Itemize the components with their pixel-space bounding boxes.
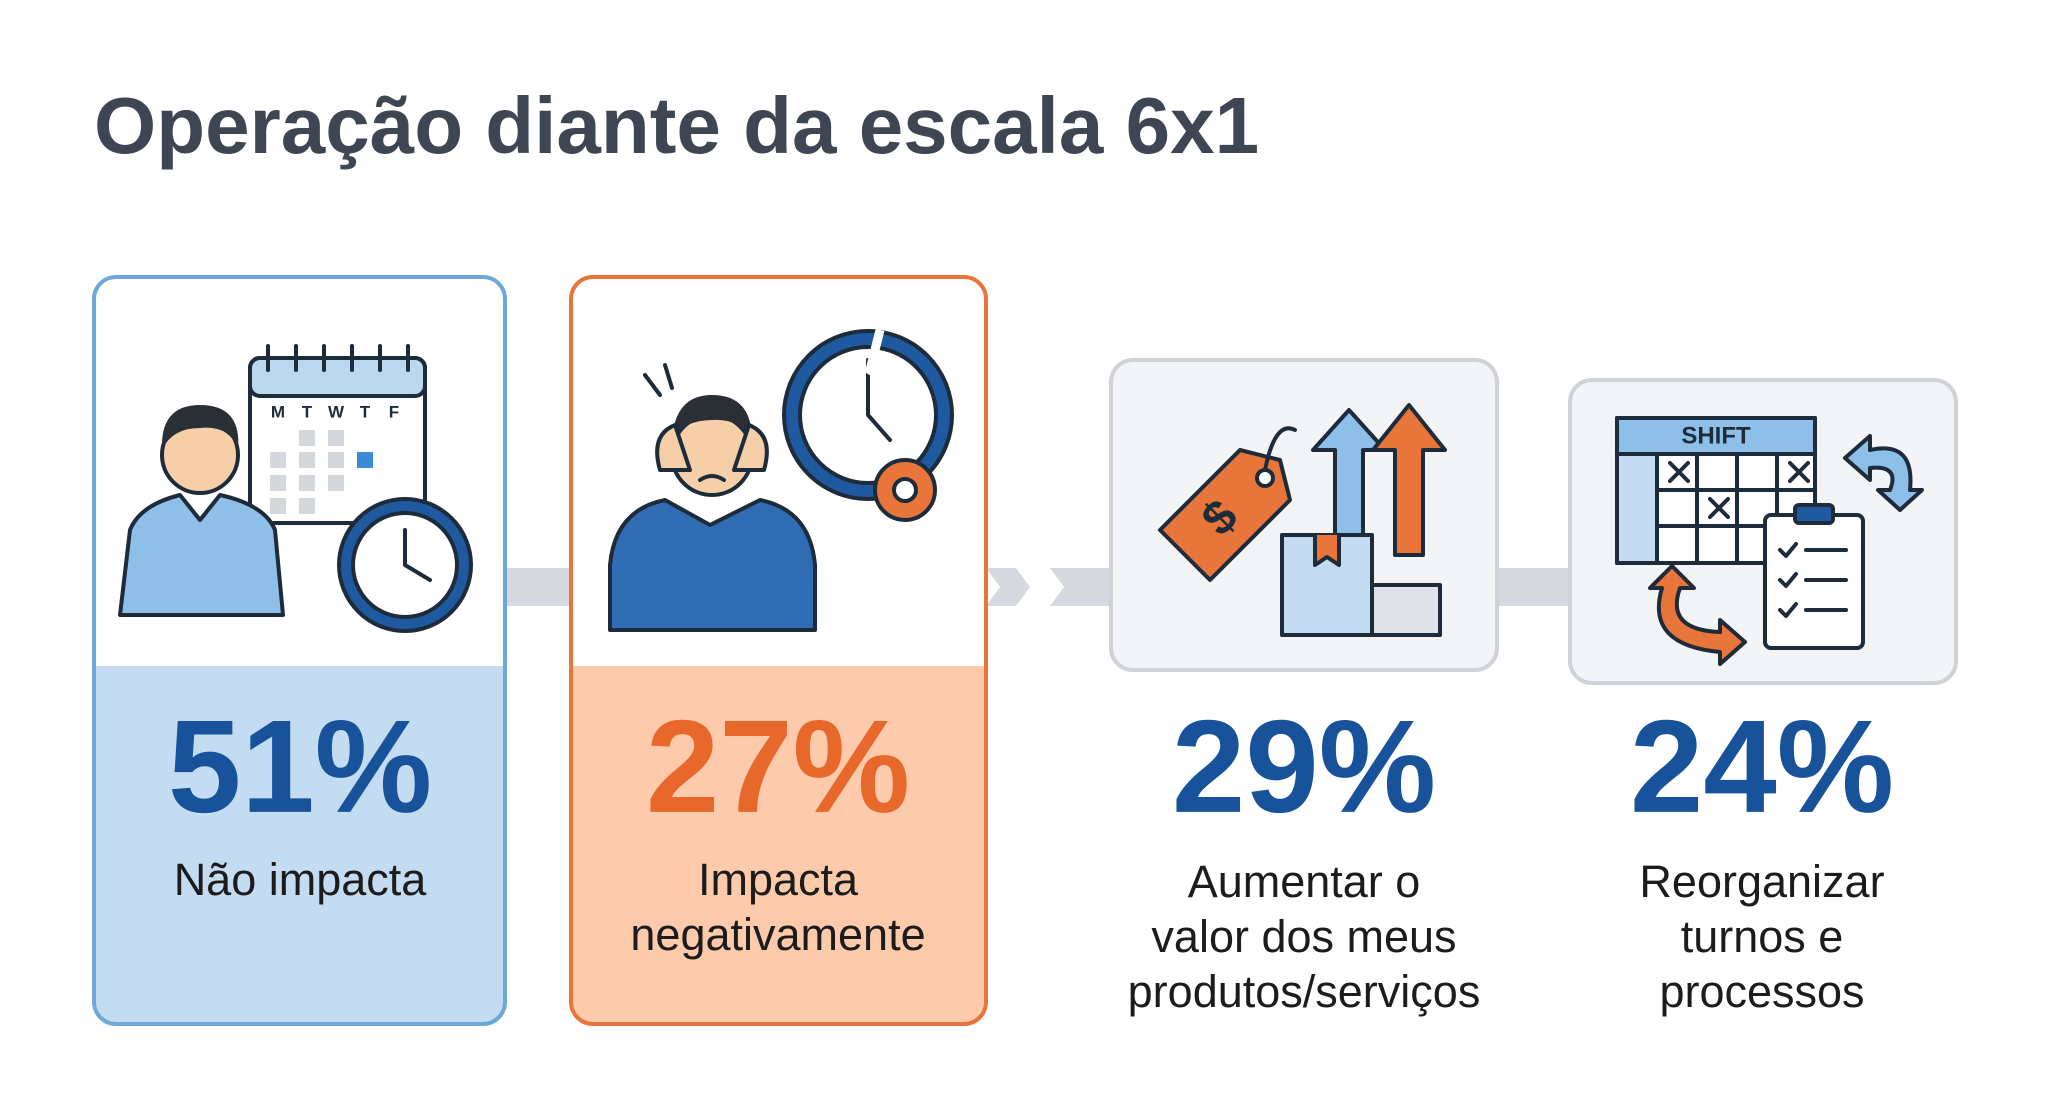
icon-calendar-person: M T W T F xyxy=(118,344,473,633)
card-label: turnos e xyxy=(1681,911,1844,962)
card-label: Reorganizar xyxy=(1639,856,1884,907)
connectors xyxy=(505,568,1570,606)
icon-price-increase: $ xyxy=(1158,403,1447,637)
card-label: Aumentar o xyxy=(1188,856,1421,907)
card-label: negativamente xyxy=(630,909,925,960)
icon-stressed-person xyxy=(608,328,954,632)
card-label: valor dos meus xyxy=(1151,911,1456,962)
percent: 29% xyxy=(1172,693,1436,840)
title: Operação diante da escala 6x1 xyxy=(94,81,1259,170)
percent: 27% xyxy=(646,693,910,840)
card-label: produtos/serviços xyxy=(1128,966,1481,1017)
calendar-day: W xyxy=(328,402,345,421)
icon-shift-table: SHIFT xyxy=(1615,416,1924,666)
calendar-day: T xyxy=(360,402,371,421)
shift-label: SHIFT xyxy=(1681,422,1751,449)
card-label: Não impacta xyxy=(174,854,428,905)
calendar-day: M xyxy=(271,402,285,421)
card-2 xyxy=(569,275,988,1026)
card-label: Impacta xyxy=(698,854,859,905)
calendar-day: F xyxy=(389,402,399,421)
percent: 51% xyxy=(168,693,432,840)
percent: 24% xyxy=(1630,693,1894,840)
card-1 xyxy=(92,275,507,1026)
card-label: processos xyxy=(1659,966,1864,1017)
calendar-day: T xyxy=(302,402,313,421)
